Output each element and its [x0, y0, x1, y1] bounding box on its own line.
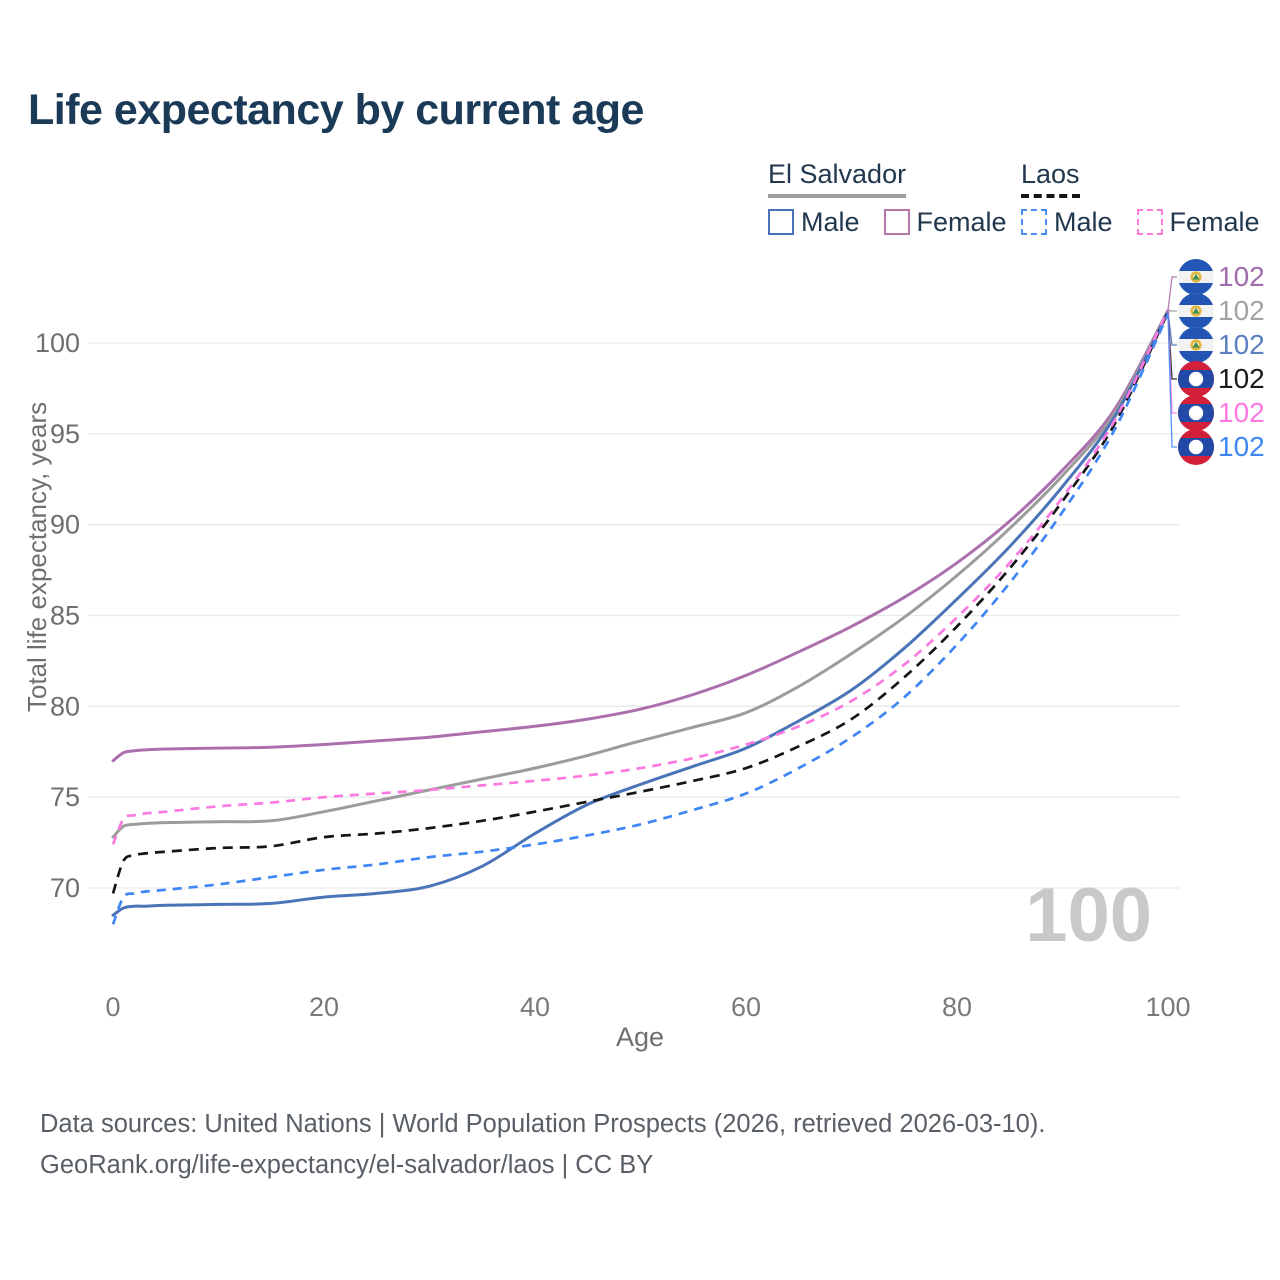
x-tick-label: 20 — [309, 992, 339, 1022]
series-line-laos-both-sexes[interactable] — [111, 311, 1170, 894]
x-tick-label: 60 — [731, 992, 761, 1022]
end-value-label: 102 — [1218, 397, 1265, 428]
legend-country-laos: Laos — [1021, 159, 1080, 198]
legend-item-label: Female — [1169, 206, 1260, 237]
flag-icon-laos — [1178, 429, 1214, 465]
footer-data-sources: Data sources: United Nations | World Pop… — [40, 1110, 1046, 1138]
end-value-label: 102 — [1218, 329, 1265, 360]
x-tick-label: 40 — [520, 992, 550, 1022]
series-line-laos-male[interactable] — [111, 313, 1170, 925]
flag-icon-laos — [1178, 361, 1214, 397]
legend-toggle-el-salvador-male[interactable]: Male — [768, 207, 860, 238]
x-tick-label: 80 — [942, 992, 972, 1022]
legend-item-label: Male — [1054, 206, 1113, 237]
y-tick-label: 70 — [50, 873, 80, 903]
y-tick-label: 100 — [35, 328, 80, 358]
legend-items-el-salvador: Male Female — [768, 207, 1007, 238]
legend-items-laos: Male Female — [1021, 207, 1260, 238]
flag-icon-el-salvador — [1178, 327, 1214, 363]
page-title: Life expectancy by current age — [28, 86, 644, 134]
series-line-el-salvador-both-sexes[interactable] — [111, 308, 1170, 839]
age-counter-watermark: 100 — [1025, 873, 1152, 958]
line-swatch-icon[interactable] — [883, 209, 910, 236]
flag-icon-el-salvador — [1178, 259, 1214, 295]
x-axis-title: Age — [616, 1022, 664, 1052]
line-swatch-icon[interactable] — [1021, 209, 1047, 236]
legend-toggle-laos-female[interactable]: Female — [1136, 206, 1260, 238]
legend-country-el-salvador: El Salvador — [768, 159, 907, 198]
line-swatch-icon[interactable] — [768, 209, 794, 236]
y-tick-label: 80 — [50, 691, 80, 721]
x-axis-tick-labels: 0 20 40 60 80 100 — [105, 992, 1190, 1022]
end-value-label: 102 — [1218, 295, 1265, 326]
end-label-connector — [1167, 313, 1177, 448]
end-value-label: 102 — [1218, 363, 1265, 394]
end-label-connector — [1167, 312, 1177, 346]
x-tick-label: 0 — [105, 992, 120, 1022]
y-tick-label: 85 — [50, 601, 80, 631]
y-tick-label: 90 — [50, 510, 80, 540]
series-line-el-salvador-female[interactable] — [111, 308, 1170, 763]
legend-group-el-salvador: El Salvador Male Female — [768, 159, 1007, 238]
footer-attribution: GeoRank.org/life-expectancy/el-salvador/… — [40, 1151, 654, 1179]
y-tick-label: 75 — [50, 782, 80, 812]
end-label-connector — [1167, 276, 1177, 311]
gridlines — [88, 342, 1180, 889]
end-label-connectors — [1167, 276, 1177, 448]
y-axis-title: Total life expectancy, years — [22, 402, 52, 712]
legend-toggle-laos-male[interactable]: Male — [1021, 207, 1113, 238]
flag-icon-laos — [1178, 395, 1214, 431]
end-value-label: 102 — [1218, 261, 1265, 292]
line-swatch-icon[interactable] — [1136, 209, 1163, 236]
legend-toggle-el-salvador-female[interactable]: Female — [883, 206, 1007, 238]
series-lines — [111, 308, 1170, 925]
legend-item-label: Male — [801, 206, 860, 237]
flag-icon-el-salvador — [1178, 293, 1214, 329]
y-tick-label: 95 — [50, 419, 80, 449]
series-line-el-salvador-male[interactable] — [111, 310, 1170, 917]
legend-group-laos: Laos Male Female — [1021, 159, 1260, 238]
footer: Data sources: United Nations | World Pop… — [40, 1104, 1045, 1186]
x-tick-label: 100 — [1145, 992, 1190, 1022]
legend-item-label: Female — [916, 206, 1007, 237]
end-label-connector — [1167, 309, 1177, 312]
end-value-label: 102 — [1218, 431, 1265, 462]
y-axis-tick-labels: 70 75 80 85 90 95 100 — [35, 328, 80, 903]
series-line-laos-female[interactable] — [111, 309, 1170, 845]
